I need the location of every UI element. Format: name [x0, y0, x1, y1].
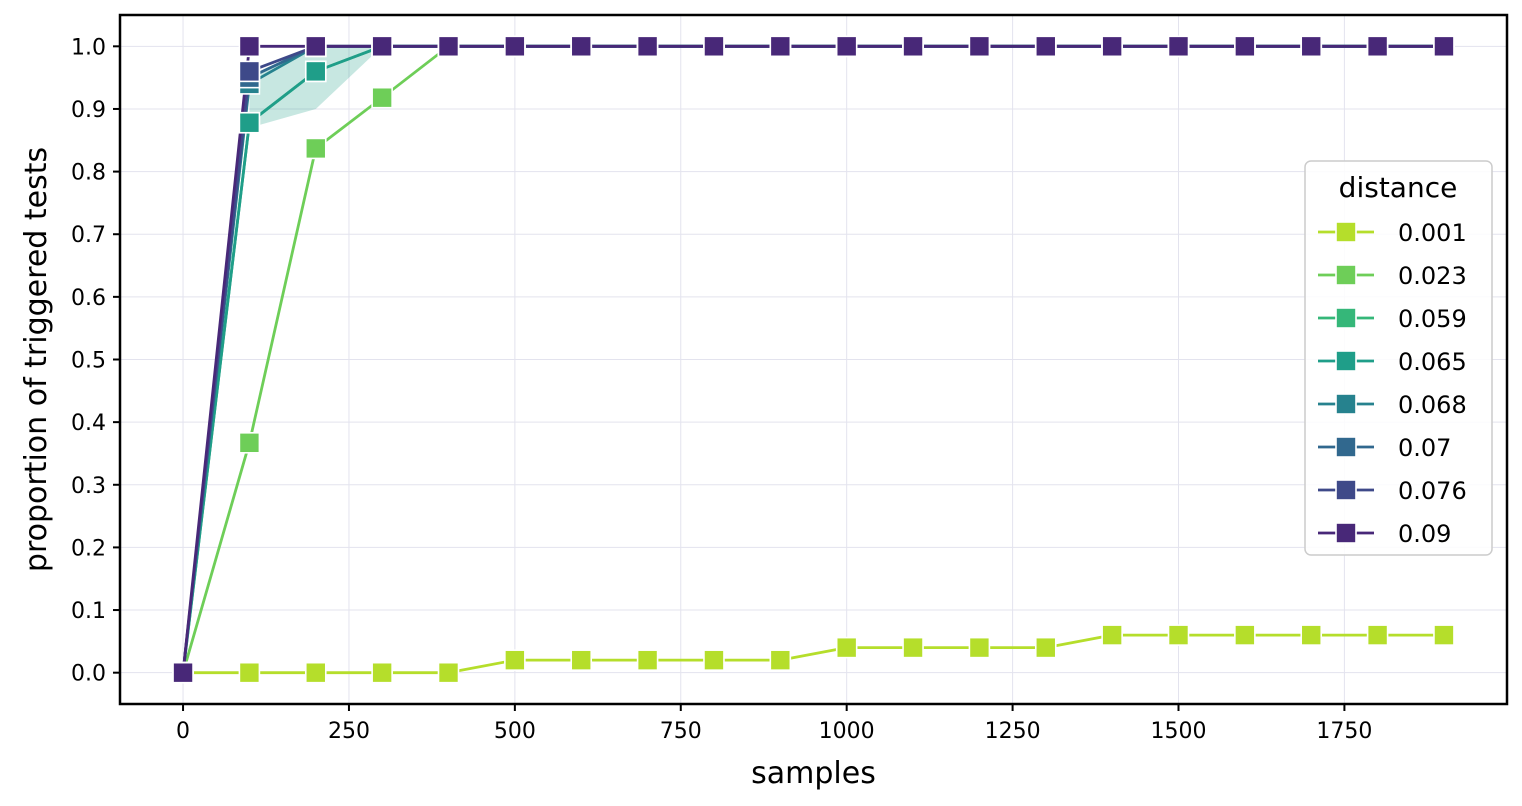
- legend-items: 0.001 0.023 0.059 0.065 0.068 0.07 0.076 0.09: [1318, 219, 1467, 548]
- data-point-0.001: [1167, 624, 1190, 646]
- data-point-0.001: [371, 661, 393, 684]
- data-point-0.09: [968, 35, 991, 58]
- data-point-0.001: [1234, 624, 1256, 646]
- legend-label: 0.001: [1398, 219, 1467, 247]
- data-point-0.09: [636, 35, 659, 58]
- x-tick-label: 1750: [1316, 719, 1372, 744]
- data-point-0.023: [371, 86, 393, 109]
- y-tick-label: 0.5: [71, 349, 106, 374]
- data-point-0.09: [902, 35, 924, 58]
- legend: distance 0.0010.0230.0590.0650.0680.070.…: [1304, 160, 1493, 556]
- legend-marker: [1335, 393, 1357, 415]
- data-point-0.09: [371, 35, 393, 58]
- data-point-0.001: [769, 649, 792, 671]
- y-tick-label: 0.1: [71, 599, 106, 624]
- data-point-0.09: [1167, 35, 1190, 58]
- data-point-0.001: [968, 636, 991, 659]
- data-point-0.023: [304, 137, 327, 160]
- data-point-0.001: [1366, 624, 1389, 646]
- data-point-0.09: [570, 35, 593, 58]
- x-tick-label: 1000: [819, 719, 875, 744]
- legend-label: 0.068: [1398, 391, 1467, 419]
- data-point-0.001: [304, 661, 327, 684]
- data-point-0.09: [1234, 35, 1256, 58]
- legend-label: 0.09: [1398, 520, 1451, 548]
- x-axis-ticks: 0 250 500 750 1000 1250 1500 1750: [176, 704, 1372, 744]
- legend-marker: [1335, 221, 1357, 243]
- y-tick-label: 0.8: [71, 161, 106, 186]
- legend-marker: [1335, 307, 1357, 329]
- y-tick-label: 0.0: [71, 662, 106, 687]
- y-tick-label: 1.0: [71, 35, 106, 60]
- data-point-0.001: [636, 649, 659, 671]
- data-point-0.09: [304, 35, 327, 58]
- data-point-0.001: [1300, 624, 1323, 646]
- data-point-0.001: [238, 661, 261, 684]
- legend-label: 0.059: [1398, 305, 1467, 333]
- data-point-0.001: [437, 661, 460, 684]
- x-tick-label: 500: [494, 719, 536, 744]
- x-tick-label: 750: [660, 719, 702, 744]
- data-point-0.09: [1433, 35, 1455, 58]
- data-point-0.001: [902, 636, 924, 659]
- data-point-0.09: [1300, 35, 1323, 58]
- y-axis-title: proportion of triggered tests: [19, 147, 54, 572]
- legend-label: 0.076: [1398, 477, 1467, 505]
- legend-label: 0.023: [1398, 262, 1467, 290]
- legend-marker: [1335, 479, 1357, 501]
- series-lines: [181, 44, 1444, 675]
- x-tick-label: 1250: [985, 719, 1041, 744]
- legend-label: 0.065: [1398, 348, 1467, 376]
- legend-marker: [1335, 350, 1357, 372]
- data-point-0.001: [703, 649, 725, 671]
- data-point-0.023: [238, 432, 261, 454]
- y-tick-label: 0.7: [71, 223, 106, 248]
- data-point-0.09: [835, 35, 858, 58]
- x-tick-label: 1500: [1151, 719, 1207, 744]
- data-point-0.09: [1366, 35, 1389, 58]
- legend-marker: [1335, 264, 1357, 286]
- x-tick-label: 0: [176, 719, 190, 744]
- data-point-0.09: [504, 35, 526, 58]
- legend-marker: [1335, 436, 1357, 458]
- y-tick-label: 0.9: [71, 98, 106, 123]
- data-point-0.065: [238, 111, 261, 134]
- data-point-0.001: [570, 649, 593, 671]
- data-point-0.065: [304, 60, 327, 83]
- data-point-0.09: [703, 35, 725, 58]
- data-point-0.09: [437, 35, 460, 58]
- series-markers: [172, 35, 1455, 684]
- data-point-0.09: [172, 661, 194, 684]
- y-tick-label: 0.2: [71, 536, 106, 561]
- data-point-0.001: [1101, 624, 1123, 646]
- data-point-0.001: [1433, 624, 1455, 646]
- legend-marker: [1335, 522, 1357, 544]
- data-point-0.09: [238, 35, 261, 58]
- data-point-0.076: [238, 60, 261, 83]
- data-point-0.09: [769, 35, 792, 58]
- y-tick-label: 0.6: [71, 286, 106, 311]
- data-point-0.09: [1101, 35, 1123, 58]
- y-tick-label: 0.3: [71, 474, 106, 499]
- data-point-0.001: [1034, 636, 1057, 659]
- y-tick-label: 0.4: [71, 411, 106, 436]
- y-axis-ticks: 0.0 0.1 0.2 0.3 0.4 0.5 0.6 0.7 0.8 0.9 1.0: [71, 35, 120, 687]
- legend-title: distance: [1339, 171, 1458, 204]
- series-line-0.001: [183, 633, 1444, 675]
- series-line-0.09: [181, 44, 1444, 673]
- x-axis-title: samples: [751, 756, 876, 791]
- data-point-0.09: [1034, 35, 1057, 58]
- legend-label: 0.07: [1398, 434, 1451, 462]
- x-tick-label: 250: [328, 719, 370, 744]
- data-point-0.001: [835, 636, 858, 659]
- data-point-0.001: [504, 649, 526, 671]
